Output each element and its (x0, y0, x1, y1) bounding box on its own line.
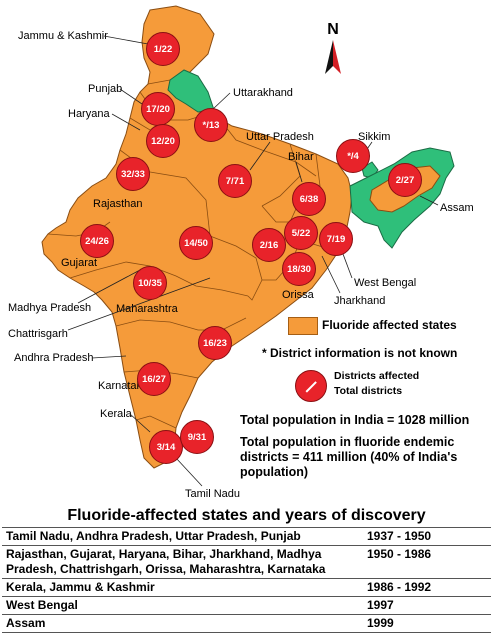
label-assam: Assam (440, 202, 474, 214)
label-rajasthan: Rajasthan (93, 198, 143, 210)
badge-karnataka: 16/27 (137, 362, 171, 396)
badge-kerala: 3/14 (149, 430, 183, 464)
badge-jharkhand: 5/22 (284, 216, 318, 250)
label-jammu-kashmir: Jammu & Kashmir (18, 30, 108, 42)
legend-total-districts: Total districts (334, 385, 403, 397)
discovery-table: Tamil Nadu, Andhra Pradesh, Uttar Prades… (2, 527, 491, 633)
badge-jammu-kashmir: 1/22 (146, 32, 180, 66)
stat-total-population: Total population in India = 1028 million (240, 413, 470, 427)
legend-affected-swatch (288, 317, 318, 335)
legend-badge-icon (295, 370, 327, 402)
table-row: Tamil Nadu, Andhra Pradesh, Uttar Prades… (2, 527, 491, 546)
stat-endemic-line3: population) (240, 465, 309, 479)
badge-tamil-nadu: 9/31 (180, 420, 214, 454)
label-karnataka: Karnataka (98, 380, 149, 392)
badge-gujarat: 24/26 (80, 224, 114, 258)
label-tamil-nadu: Tamil Nadu (185, 488, 241, 500)
badge-uttar-pradesh: 7/71 (218, 164, 252, 198)
table-cell-states: Rajasthan, Gujarat, Haryana, Bihar, Jhar… (2, 545, 363, 579)
badge-andhra-pradesh: 16/23 (198, 326, 232, 360)
badge-haryana: 12/20 (146, 124, 180, 158)
badge-madhya-pradesh: 14/50 (179, 226, 213, 260)
table-cell-years: 1997 (363, 596, 491, 615)
badge-chattisgarh: 2/16 (252, 228, 286, 262)
table-row: Rajasthan, Gujarat, Haryana, Bihar, Jhar… (2, 545, 491, 579)
table-row: Assam 1999 (2, 614, 491, 633)
badge-sikkim: */4 (336, 139, 370, 173)
label-maharashtra: Maharashtra (116, 303, 178, 315)
leader-lines (67, 35, 439, 487)
label-andhra-pradesh: Andhra Pradesh (14, 352, 94, 364)
badge-orissa: 18/30 (282, 252, 316, 286)
label-chattisgarh: Chattrisgarh (8, 328, 68, 340)
legend-districts-affected: Districts affected (334, 370, 420, 382)
label-bihar: Bihar (288, 151, 314, 163)
legend-affected-label: Fluoride affected states (322, 318, 457, 332)
label-orissa: Orissa (282, 289, 314, 301)
north-label: N (327, 21, 339, 38)
table-cell-years: 1986 - 1992 (363, 578, 491, 597)
table-row: West Bengal 1997 (2, 596, 491, 615)
badge-west-bengal: 7/19 (319, 222, 353, 256)
label-gujarat: Gujarat (61, 257, 98, 269)
badge-punjab: 17/20 (141, 92, 175, 126)
stat-endemic-line2: districts = 411 million (40% of India's (240, 450, 458, 464)
north-arrow: N (318, 22, 348, 83)
badge-assam: 2/27 (388, 163, 422, 197)
label-uttarakhand: Uttarakhand (233, 87, 293, 99)
label-sikkim: Sikkim (358, 131, 391, 143)
label-punjab: Punjab (88, 83, 123, 95)
badge-rajasthan: 32/33 (116, 157, 150, 191)
label-uttar-pradesh: Uttar Pradesh (246, 131, 314, 143)
label-kerala: Kerala (100, 408, 132, 420)
badge-bihar: 6/38 (292, 182, 326, 216)
compass-arrow-icon (325, 40, 341, 74)
label-jharkhand: Jharkhand (334, 295, 386, 307)
label-madhya-pradesh: Madhya Pradesh (8, 302, 92, 314)
table-row: Kerala, Jammu & Kashmir 1986 - 1992 (2, 578, 491, 597)
badge-uttarakhand: */13 (194, 108, 228, 142)
label-west-bengal: West Bengal (354, 277, 417, 289)
table-cell-states: Tamil Nadu, Andhra Pradesh, Uttar Prades… (2, 527, 363, 546)
table-cell-states: West Bengal (2, 596, 363, 615)
table-cell-states: Kerala, Jammu & Kashmir (2, 578, 363, 597)
label-haryana: Haryana (68, 108, 110, 120)
table-cell-years: 1950 - 1986 (363, 545, 491, 579)
table-title: Fluoride-affected states and years of di… (67, 507, 426, 524)
table-cell-years: 1937 - 1950 (363, 527, 491, 546)
badge-maharashtra: 10/35 (133, 266, 167, 300)
stat-endemic-line1: Total population in fluoride endemic (240, 435, 455, 449)
legend-unknown-note: * District information is not known (262, 346, 458, 360)
